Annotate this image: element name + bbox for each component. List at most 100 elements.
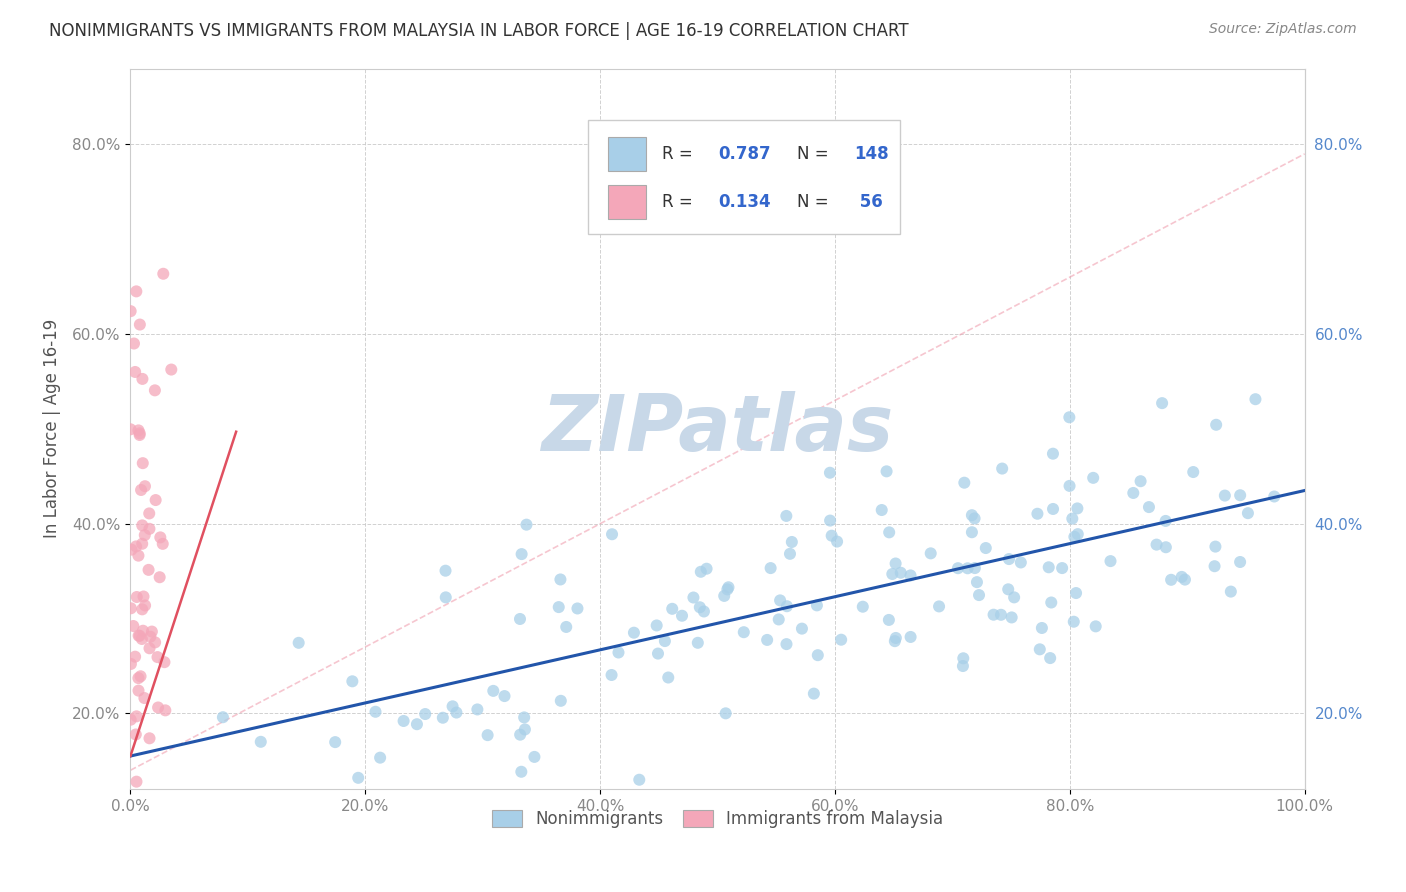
- Point: [963, 561, 986, 575]
- Point: [960, 525, 983, 540]
- Point: [825, 534, 848, 549]
- Point: [510, 764, 533, 779]
- Point: [432, 711, 454, 725]
- Text: Source: ZipAtlas.com: Source: ZipAtlas.com: [1209, 22, 1357, 37]
- Point: [953, 475, 976, 490]
- Point: [122, 336, 145, 351]
- Point: [212, 710, 235, 724]
- Point: [1146, 538, 1168, 552]
- Point: [818, 514, 841, 528]
- Point: [509, 728, 531, 742]
- Point: [882, 567, 904, 582]
- Point: [132, 624, 155, 638]
- Point: [960, 508, 983, 523]
- Point: [143, 384, 166, 398]
- Point: [127, 671, 149, 685]
- Point: [125, 727, 148, 741]
- Point: [1154, 541, 1177, 555]
- Point: [1229, 488, 1251, 502]
- Point: [131, 518, 153, 533]
- Point: [131, 602, 153, 616]
- Point: [803, 687, 825, 701]
- Point: [125, 774, 148, 789]
- Point: [852, 599, 875, 614]
- Point: [714, 706, 737, 721]
- Point: [877, 525, 900, 540]
- Point: [120, 794, 142, 808]
- Point: [122, 619, 145, 633]
- Point: [146, 650, 169, 665]
- Text: 56: 56: [853, 193, 883, 211]
- Point: [128, 683, 150, 698]
- Point: [1204, 540, 1226, 554]
- Point: [779, 547, 801, 561]
- Point: [689, 600, 711, 615]
- Point: [120, 657, 142, 671]
- Point: [555, 620, 578, 634]
- Point: [693, 605, 716, 619]
- Point: [128, 426, 150, 441]
- Point: [717, 580, 740, 594]
- Point: [125, 540, 148, 554]
- Point: [547, 600, 569, 615]
- Point: [628, 772, 651, 787]
- Point: [1205, 417, 1227, 432]
- Point: [134, 801, 156, 815]
- Point: [654, 634, 676, 648]
- Point: [1063, 530, 1085, 544]
- Point: [1067, 527, 1090, 541]
- Point: [155, 703, 177, 717]
- Point: [152, 537, 174, 551]
- Point: [149, 570, 172, 584]
- Point: [990, 607, 1012, 622]
- Point: [870, 503, 893, 517]
- Point: [1010, 556, 1032, 570]
- Point: [138, 522, 160, 536]
- Y-axis label: In Labor Force | Age 16-19: In Labor Force | Age 16-19: [44, 319, 60, 539]
- Point: [131, 632, 153, 646]
- Point: [956, 561, 979, 575]
- Point: [877, 613, 900, 627]
- Point: [128, 318, 150, 332]
- Point: [790, 622, 813, 636]
- Point: [127, 424, 149, 438]
- Point: [884, 631, 907, 645]
- Point: [132, 590, 155, 604]
- Point: [482, 684, 505, 698]
- Point: [127, 549, 149, 563]
- Point: [132, 456, 155, 470]
- Point: [477, 728, 499, 742]
- Point: [1219, 584, 1241, 599]
- Point: [1059, 410, 1081, 425]
- Point: [128, 629, 150, 643]
- Point: [1042, 502, 1064, 516]
- Point: [696, 562, 718, 576]
- Point: [128, 428, 150, 442]
- Point: [806, 599, 828, 613]
- Point: [807, 648, 830, 663]
- Point: [364, 705, 387, 719]
- Point: [768, 612, 790, 626]
- Point: [900, 630, 922, 644]
- Point: [510, 547, 533, 561]
- Text: 0.134: 0.134: [718, 193, 772, 211]
- Point: [1059, 479, 1081, 493]
- Point: [967, 588, 990, 602]
- Point: [120, 422, 142, 436]
- Point: [952, 659, 974, 673]
- Point: [890, 566, 912, 580]
- Text: NONIMMIGRANTS VS IMMIGRANTS FROM MALAYSIA IN LABOR FORCE | AGE 16-19 CORRELATION: NONIMMIGRANTS VS IMMIGRANTS FROM MALAYSI…: [49, 22, 908, 40]
- Point: [467, 702, 489, 716]
- Point: [756, 632, 779, 647]
- Point: [1204, 559, 1226, 574]
- Point: [129, 483, 152, 497]
- Point: [392, 714, 415, 728]
- Point: [818, 466, 841, 480]
- Point: [900, 568, 922, 582]
- Point: [138, 731, 160, 746]
- Point: [821, 529, 844, 543]
- Point: [125, 590, 148, 604]
- Point: [623, 625, 645, 640]
- Point: [883, 634, 905, 648]
- Point: [446, 706, 468, 720]
